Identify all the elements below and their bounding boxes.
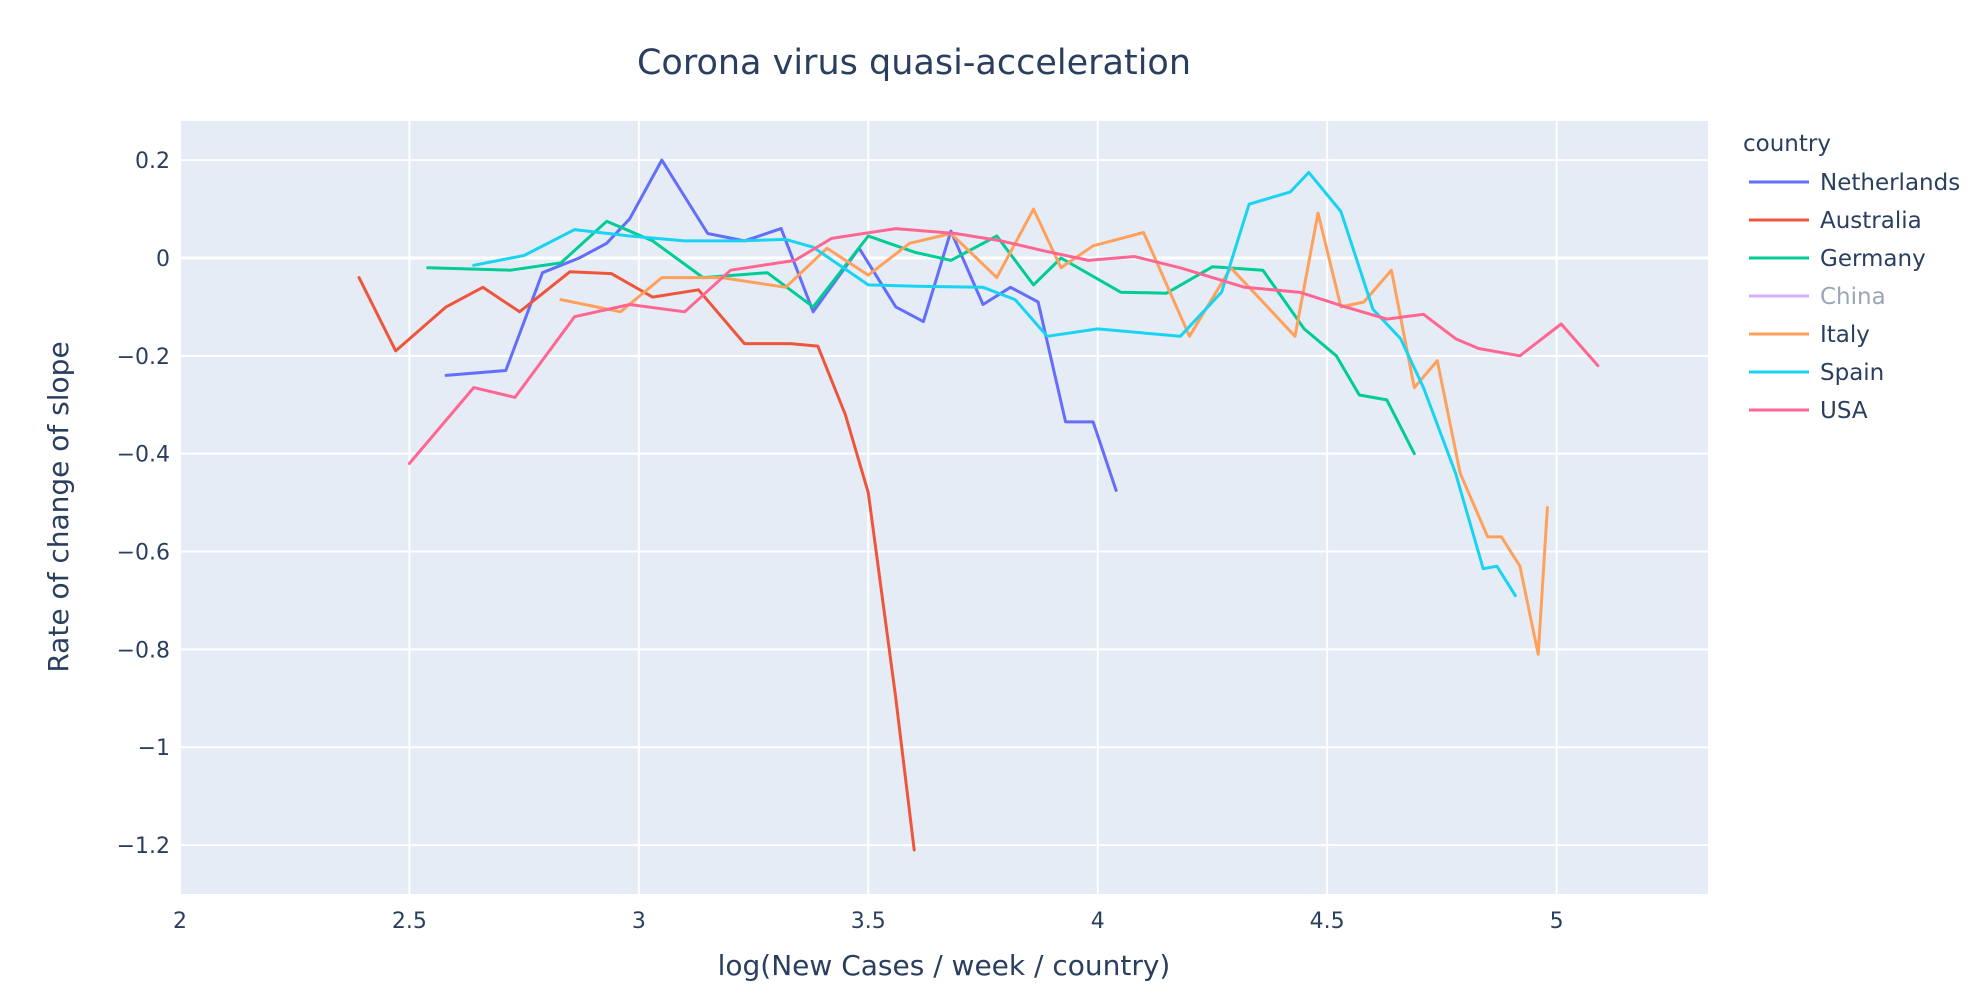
- y-tick-label: 0.2: [135, 149, 170, 174]
- legend-item-china[interactable]: China: [1749, 284, 1886, 310]
- y-tick-label: −0.2: [117, 345, 170, 370]
- legend-item-netherlands[interactable]: Netherlands: [1749, 170, 1960, 196]
- legend-item-spain[interactable]: Spain: [1749, 360, 1884, 386]
- x-tick-label: 4: [1091, 909, 1105, 934]
- legend-label: Netherlands: [1820, 170, 1960, 196]
- y-tick-label: 0: [156, 247, 170, 272]
- legend-label: USA: [1820, 398, 1868, 424]
- x-tick-label: 2.5: [392, 909, 427, 934]
- series-lines: [357, 158, 1600, 852]
- x-tick-label: 5: [1550, 909, 1564, 934]
- y-tick-label: −1.2: [117, 834, 170, 859]
- legend-title: country: [1743, 131, 1831, 157]
- legend-item-usa[interactable]: USA: [1749, 398, 1868, 424]
- x-gridlines: [179, 121, 1558, 894]
- x-tick-label: 3: [632, 909, 646, 934]
- y-axis-title: Rate of change of slope: [42, 341, 75, 672]
- series-line-germany[interactable]: [426, 219, 1416, 456]
- legend-label: Australia: [1820, 208, 1922, 234]
- x-tick-label: 4.5: [1310, 909, 1345, 934]
- y-tick-label: −0.8: [117, 638, 170, 663]
- legend-item-australia[interactable]: Australia: [1749, 208, 1922, 234]
- series-line-australia[interactable]: [357, 270, 916, 852]
- y-tick-label: −0.4: [117, 443, 170, 468]
- y-gridlines: [180, 159, 1708, 847]
- legend-item-italy[interactable]: Italy: [1749, 322, 1870, 348]
- legend: country Netherlands Australia Germany China…: [1743, 131, 1960, 424]
- x-tick-label: 3.5: [851, 909, 886, 934]
- x-tick-label: 2: [173, 909, 187, 934]
- series-line-italy[interactable]: [559, 207, 1549, 656]
- legend-label: China: [1820, 284, 1886, 310]
- legend-label: Italy: [1820, 322, 1870, 348]
- series-line-usa[interactable]: [407, 227, 1600, 465]
- legend-label: Spain: [1820, 360, 1884, 386]
- legend-label: Germany: [1820, 246, 1926, 272]
- x-tick-labels: 2 2.5 3 3.5 4 4.5 5: [173, 909, 1564, 934]
- chart-title: Corona virus quasi-acceleration: [637, 43, 1191, 83]
- series-line-spain[interactable]: [472, 170, 1517, 598]
- y-tick-label: −0.6: [117, 541, 170, 566]
- x-axis-title: log(New Cases / week / country): [718, 949, 1171, 982]
- y-tick-label: −1: [138, 736, 170, 761]
- legend-item-germany[interactable]: Germany: [1749, 246, 1926, 272]
- series-line-netherlands[interactable]: [444, 158, 1118, 492]
- y-tick-labels: 0.2 0 −0.2 −0.4 −0.6 −0.8 −1 −1.2: [117, 149, 170, 859]
